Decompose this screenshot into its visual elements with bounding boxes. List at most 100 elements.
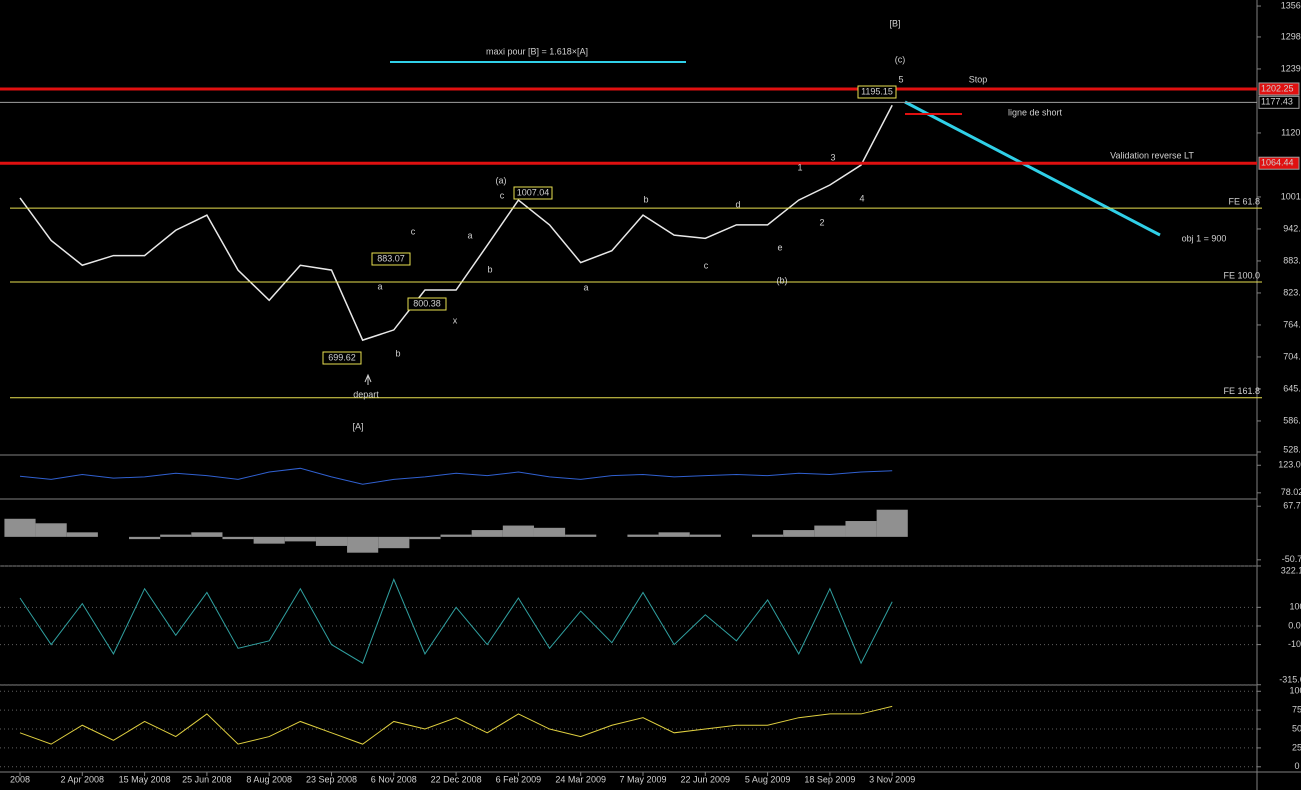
bar xyxy=(35,523,67,537)
annotation: c xyxy=(500,190,505,200)
price-box-label: 1007.04 xyxy=(517,187,550,197)
bar xyxy=(347,536,379,553)
y-tick-label: 1298.80 xyxy=(1281,31,1301,41)
x-tick-label: 25 Jun 2008 xyxy=(182,774,232,784)
annotation: b xyxy=(395,348,400,358)
annotation: 3 xyxy=(830,152,835,162)
annotation: Stop xyxy=(969,74,988,84)
y-tick-label: -315.638 xyxy=(1279,674,1301,684)
x-tick-label: 2008 xyxy=(10,774,30,784)
annotation: [B] xyxy=(889,18,900,28)
annotation: a xyxy=(583,282,588,292)
x-tick-label: 7 May 2009 xyxy=(619,774,666,784)
y-tick-label: 0 xyxy=(1294,761,1299,771)
x-tick-label: 2 Apr 2008 xyxy=(61,774,105,784)
bar xyxy=(845,521,877,537)
y-tick-label: 823.60 xyxy=(1283,287,1301,297)
y-tick-label: 100 xyxy=(1289,602,1301,612)
annotation: 5 xyxy=(898,74,903,84)
bar xyxy=(502,525,534,537)
bar xyxy=(658,532,690,537)
y-tick-label: 1356.20 xyxy=(1281,0,1301,10)
bar xyxy=(876,509,908,537)
price-tag: 1064.44 xyxy=(1261,158,1294,168)
annotation: c xyxy=(411,226,416,236)
bar xyxy=(533,527,566,537)
annotation: depart xyxy=(353,389,379,399)
annotation: 1 xyxy=(797,162,802,172)
bar xyxy=(440,534,472,537)
price-box xyxy=(322,351,362,365)
annotation: Validation reverse LT xyxy=(1110,150,1194,160)
price-box-label: 800.38 xyxy=(413,298,441,308)
y-tick-label: 1001.80 xyxy=(1281,191,1301,201)
bar xyxy=(783,530,815,537)
y-tick-label: 25 xyxy=(1292,742,1301,752)
y-tick-label: 78.0265 xyxy=(1281,487,1301,497)
bar xyxy=(4,518,36,537)
annotation: e xyxy=(777,242,782,252)
annotation: b xyxy=(643,194,648,204)
x-tick-label: 24 Mar 2009 xyxy=(555,774,606,784)
y-tick-label: 1239.40 xyxy=(1281,63,1301,73)
fib-label: FE 61.8 xyxy=(1228,197,1260,207)
series-line xyxy=(19,705,893,745)
fib-label: FE 100.0 xyxy=(1223,270,1260,280)
price-tag-box xyxy=(1258,82,1300,96)
bar xyxy=(378,536,410,549)
y-tick-label: 75 xyxy=(1292,705,1301,715)
annotation: obj 1 = 900 xyxy=(1182,233,1227,243)
bar xyxy=(315,536,348,546)
x-tick-label: 8 Aug 2008 xyxy=(246,774,292,784)
annotation: ligne de short xyxy=(1008,107,1063,117)
price-box-label: 883.07 xyxy=(377,253,405,263)
bar xyxy=(160,534,192,537)
bar xyxy=(565,534,597,537)
annotation: 4 xyxy=(859,193,864,203)
annotation: (b) xyxy=(777,275,788,285)
price-tag-box xyxy=(1258,156,1300,170)
y-tick-label: 764.20 xyxy=(1283,319,1301,329)
series-line xyxy=(19,104,893,342)
bar xyxy=(814,525,846,537)
price-box xyxy=(407,297,447,311)
bar xyxy=(253,536,285,544)
y-tick-label: 0.00 xyxy=(1288,620,1301,630)
bar xyxy=(66,532,98,537)
y-tick-label: 322.146 xyxy=(1281,565,1301,575)
x-tick-label: 6 Feb 2009 xyxy=(496,774,542,784)
bar xyxy=(222,536,254,540)
price-box xyxy=(371,252,411,266)
y-tick-label: 123.0008 xyxy=(1278,460,1301,470)
bar xyxy=(689,534,721,537)
x-tick-label: 22 Dec 2008 xyxy=(431,774,482,784)
y-tick-label: 50 xyxy=(1292,723,1301,733)
annotation: (a) xyxy=(496,175,507,185)
annotation: b xyxy=(487,264,492,274)
price-tag: 1202.25 xyxy=(1261,83,1294,93)
series-line xyxy=(19,578,893,665)
y-tick-label: 645.40 xyxy=(1283,383,1301,393)
annotation: c xyxy=(704,260,709,270)
bar xyxy=(284,536,316,542)
bar xyxy=(129,536,161,540)
price-box xyxy=(857,85,897,99)
bar xyxy=(471,530,503,537)
annotation: d xyxy=(735,199,740,209)
bar xyxy=(627,534,659,537)
annotation: 2 xyxy=(819,217,824,227)
price-box-label: 1195.15 xyxy=(861,86,893,96)
y-tick-label: 67.786 xyxy=(1283,501,1301,511)
y-tick-label: -100 xyxy=(1288,639,1301,649)
x-tick-label: 3 Nov 2009 xyxy=(869,774,915,784)
x-tick-label: 23 Sep 2008 xyxy=(306,774,357,784)
y-tick-label: 1120.60 xyxy=(1281,127,1301,137)
annotation: a xyxy=(467,230,472,240)
fib-label: FE 161.8 xyxy=(1223,386,1260,396)
trend-line xyxy=(904,100,1161,237)
price-box-label: 699.62 xyxy=(328,352,356,362)
series-line xyxy=(19,467,893,485)
x-tick-label: 18 Sep 2009 xyxy=(804,774,855,784)
